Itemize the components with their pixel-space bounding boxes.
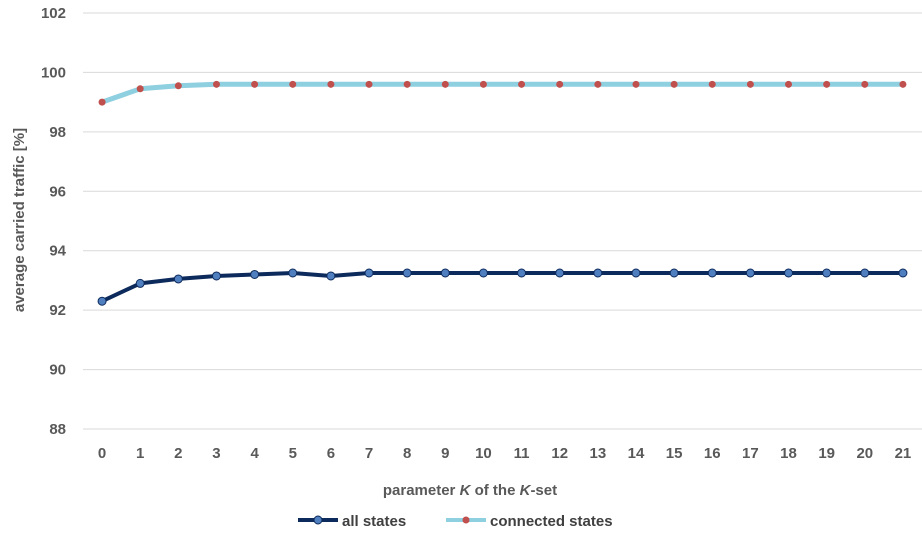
x-axis-title-middle: of the (470, 482, 519, 499)
point-all-states-11 (517, 268, 527, 278)
y-tick-label-96: 96 (49, 183, 66, 200)
point-all-states-10 (478, 268, 488, 278)
point-all-states-9 (440, 268, 450, 278)
legend-item-all-states: all states (298, 513, 406, 530)
point-all-states-12 (555, 268, 565, 278)
point-connected-states-5 (289, 80, 297, 88)
legend-label-all-states: all states (342, 513, 406, 530)
x-tick-label-5: 5 (289, 445, 297, 462)
point-all-states-19 (822, 268, 832, 278)
point-connected-states-0 (98, 98, 106, 106)
point-connected-states-8 (403, 80, 411, 88)
point-connected-states-13 (594, 80, 602, 88)
legend-marker-all-states (313, 515, 323, 525)
y-tick-label-88: 88 (49, 421, 66, 438)
x-tick-label-0: 0 (98, 445, 106, 462)
point-all-states-0 (97, 296, 107, 306)
legend-marker-connected-states (462, 516, 470, 524)
x-tick-label-21: 21 (895, 445, 912, 462)
x-tick-label-18: 18 (780, 445, 797, 462)
series-group (97, 80, 908, 306)
point-all-states-5 (288, 268, 298, 278)
point-all-states-14 (631, 268, 641, 278)
point-connected-states-3 (212, 80, 220, 88)
y-tick-label-94: 94 (49, 243, 66, 260)
point-connected-states-20 (861, 80, 869, 88)
x-tick-label-13: 13 (589, 445, 606, 462)
y-axis-title: average carried traffic [%] (11, 128, 28, 312)
point-connected-states-19 (823, 80, 831, 88)
x-tick-label-1: 1 (136, 445, 144, 462)
point-all-states-4 (250, 269, 260, 279)
point-all-states-18 (784, 268, 794, 278)
point-connected-states-1 (136, 85, 144, 93)
y-axis-ticks: 88 90 92 94 96 98 100 102 (41, 5, 67, 438)
point-connected-states-18 (785, 80, 793, 88)
point-all-states-2 (173, 274, 183, 284)
x-tick-label-3: 3 (212, 445, 220, 462)
x-tick-label-11: 11 (514, 445, 530, 462)
legend: all states connected states (298, 513, 613, 530)
x-tick-label-19: 19 (818, 445, 835, 462)
point-all-states-13 (593, 268, 603, 278)
point-connected-states-9 (441, 80, 449, 88)
x-tick-label-9: 9 (441, 445, 449, 462)
point-connected-states-12 (556, 80, 564, 88)
x-tick-label-2: 2 (174, 445, 182, 462)
x-tick-label-16: 16 (704, 445, 721, 462)
point-connected-states-10 (479, 80, 487, 88)
point-connected-states-2 (174, 82, 182, 90)
x-axis-title-k1: K (460, 482, 472, 499)
x-tick-label-17: 17 (742, 445, 759, 462)
point-all-states-6 (326, 271, 336, 281)
x-tick-label-7: 7 (365, 445, 373, 462)
x-tick-label-20: 20 (856, 445, 873, 462)
point-all-states-17 (745, 268, 755, 278)
y-tick-label-90: 90 (49, 362, 66, 379)
point-connected-states-17 (746, 80, 754, 88)
point-all-states-21 (898, 268, 908, 278)
y-tick-label-98: 98 (49, 124, 66, 141)
point-all-states-20 (860, 268, 870, 278)
series-line-all-states (100, 271, 905, 304)
x-tick-label-15: 15 (666, 445, 683, 462)
point-all-states-7 (364, 268, 374, 278)
series-connected-states (98, 80, 907, 106)
y-tick-label-100: 100 (41, 64, 66, 81)
x-tick-label-6: 6 (327, 445, 335, 462)
x-tick-label-8: 8 (403, 445, 411, 462)
point-all-states-1 (135, 278, 145, 288)
point-connected-states-11 (518, 80, 526, 88)
point-all-states-16 (707, 268, 717, 278)
y-tick-label-102: 102 (41, 5, 66, 22)
x-tick-label-10: 10 (475, 445, 492, 462)
point-connected-states-21 (899, 80, 907, 88)
gridlines (83, 12, 922, 430)
y-tick-label-92: 92 (49, 302, 66, 319)
x-tick-label-14: 14 (628, 445, 645, 462)
x-axis-ticks: 0 1 2 3 4 5 6 7 8 9 10 11 12 13 14 15 16 17 18 19 20 21 (98, 445, 911, 462)
point-connected-states-16 (708, 80, 716, 88)
point-connected-states-15 (670, 80, 678, 88)
x-axis-title-suffix: -set (530, 482, 557, 499)
point-all-states-15 (669, 268, 679, 278)
legend-item-connected-states: connected states (446, 513, 613, 530)
x-tick-label-4: 4 (250, 445, 259, 462)
point-all-states-3 (211, 271, 221, 281)
point-connected-states-14 (632, 80, 640, 88)
x-tick-label-12: 12 (551, 445, 568, 462)
series-line-connected-states (99, 81, 906, 105)
legend-label-connected-states: connected states (490, 513, 613, 530)
point-all-states-8 (402, 268, 412, 278)
point-connected-states-6 (327, 80, 335, 88)
x-axis-title-prefix: parameter (383, 482, 460, 499)
x-axis-title-k2: K (520, 482, 532, 499)
x-axis-title: parameter K of the K-set (383, 482, 557, 499)
series-all-states (97, 268, 908, 306)
point-connected-states-7 (365, 80, 373, 88)
point-connected-states-4 (251, 80, 259, 88)
